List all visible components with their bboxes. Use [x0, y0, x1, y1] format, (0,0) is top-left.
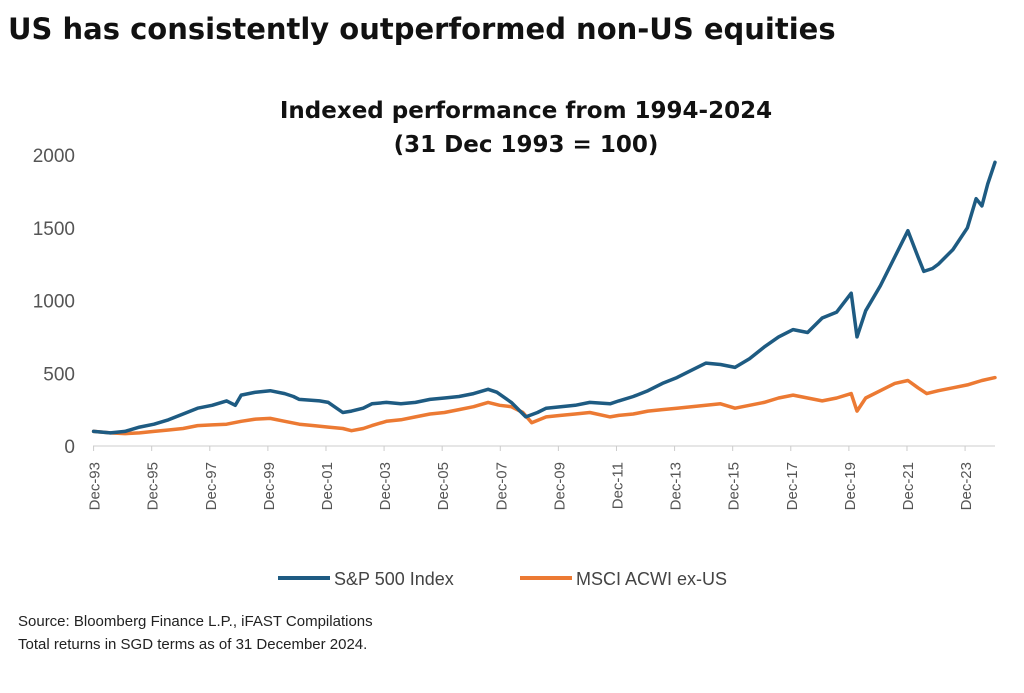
x-tick-label: Dec-95	[145, 462, 162, 510]
chart-subtitle: (31 Dec 1993 = 100)	[394, 132, 659, 158]
chart-title: Indexed performance from 1994-2024	[280, 98, 772, 124]
x-tick-label: Dec-13	[668, 462, 685, 510]
y-tick-label: 500	[43, 364, 75, 385]
x-tick-label: Dec-21	[900, 462, 917, 510]
x-tick-label: Dec-11	[609, 462, 626, 509]
headline: US has consistently outperformed non-US …	[8, 12, 836, 46]
x-axis-ticks: Dec-93 Dec-95 Dec-97 Dec-99 Dec-01 Dec-03 Dec-…	[87, 446, 975, 510]
x-tick-label: Dec-19	[842, 462, 859, 510]
y-tick-label: 2000	[33, 146, 75, 167]
legend: S&P 500 Index MSCI ACWI ex-US	[278, 569, 727, 589]
y-tick-label: 1000	[33, 292, 75, 313]
msci-line	[91, 375, 997, 436]
returns-note: Total returns in SGD terms as of 31 Dece…	[18, 636, 368, 653]
x-tick-label: Dec-17	[784, 462, 801, 510]
legend-label-msci: MSCI ACWI ex-US	[576, 569, 727, 589]
x-tick-label: Dec-05	[435, 462, 452, 510]
series-lines	[91, 160, 997, 436]
chart: Indexed performance from 1994-2024 (31 D…	[33, 98, 997, 589]
source-note: Source: Bloomberg Finance L.P., iFAST Co…	[18, 610, 373, 656]
x-tick-label: Dec-03	[377, 462, 394, 510]
y-tick-label: 1500	[33, 219, 75, 240]
x-tick-label: Dec-07	[493, 462, 510, 510]
x-tick-label: Dec-99	[261, 462, 278, 510]
y-axis-ticks: 0 500 1000 1500 2000	[33, 146, 75, 458]
x-tick-label: Dec-15	[726, 462, 743, 510]
x-tick-label: Dec-23	[958, 462, 975, 510]
legend-label-sp500: S&P 500 Index	[334, 569, 454, 589]
sp500-line	[91, 160, 997, 435]
source-line: Source: Bloomberg Finance L.P., iFAST Co…	[18, 613, 373, 630]
x-tick-label: Dec-09	[551, 462, 568, 510]
y-tick-label: 0	[64, 437, 75, 458]
x-tick-label: Dec-97	[203, 462, 220, 510]
x-tick-label: Dec-93	[87, 462, 104, 510]
x-tick-label: Dec-01	[319, 462, 336, 510]
